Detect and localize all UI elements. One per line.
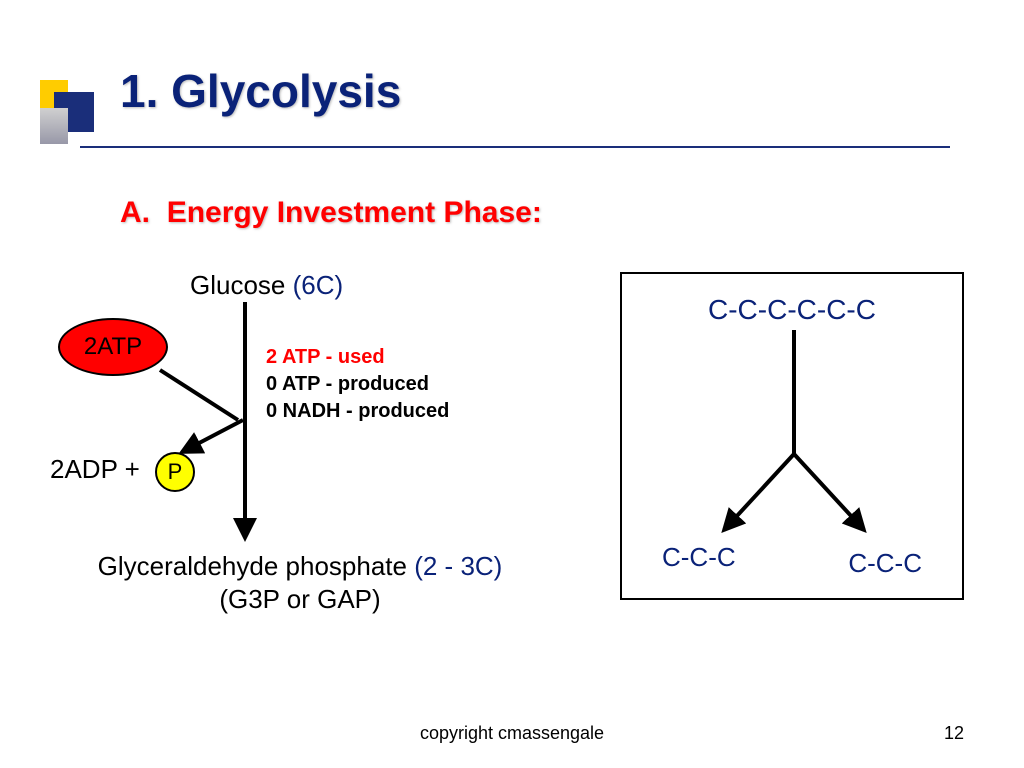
panel-arrow-left (724, 454, 794, 530)
arrow-atp-in (160, 370, 238, 420)
logo-block (40, 80, 100, 170)
p-label: P (168, 459, 183, 485)
page-title: 1. Glycolysis (120, 64, 401, 118)
atp-label: 2ATP (84, 333, 142, 361)
g3p-line2: (G3P or GAP) (219, 584, 380, 614)
slide-root: 1. Glycolysis A. Energy Investment Phase… (0, 0, 1024, 768)
panel-arrow-right (794, 454, 864, 530)
summary-line-3: 0 NADH - produced (266, 398, 449, 425)
diagram-left: Glucose (6C) 2ATP 2ADP + P 2 ATP - used (40, 260, 600, 660)
copyright: copyright cmassengale (0, 723, 1024, 744)
carbon-3-right: C-C-C (848, 548, 922, 579)
summary-block: 2 ATP - used 0 ATP - produced 0 NADH - p… (266, 344, 449, 425)
summary-line-2: 0 ATP - produced (266, 371, 449, 398)
summary-line-1: 2 ATP - used (266, 344, 449, 371)
carbon-panel: C-C-C-C-C-C C-C-C C-C-C (620, 272, 964, 600)
subtitle-prefix: A. (120, 196, 150, 229)
g3p-label: Glyceraldehyde phosphate (2 - 3C) (G3P o… (60, 550, 540, 615)
atp-ellipse: 2ATP (58, 318, 168, 376)
p-circle: P (155, 452, 195, 492)
subtitle: A. Energy Investment Phase: (120, 196, 542, 230)
page-number: 12 (944, 723, 964, 744)
carbon-3-left: C-C-C (662, 542, 736, 573)
title-underline (80, 146, 950, 148)
g3p-line1: Glyceraldehyde phosphate (98, 551, 407, 581)
g3p-carbon: (2 - 3C) (414, 551, 502, 581)
arrow-adp-out (182, 420, 243, 452)
subtitle-main: Energy Investment Phase: (167, 196, 542, 229)
adp-label: 2ADP + (50, 454, 140, 485)
logo-square-gray (40, 108, 68, 144)
subtitle-text (158, 196, 166, 229)
